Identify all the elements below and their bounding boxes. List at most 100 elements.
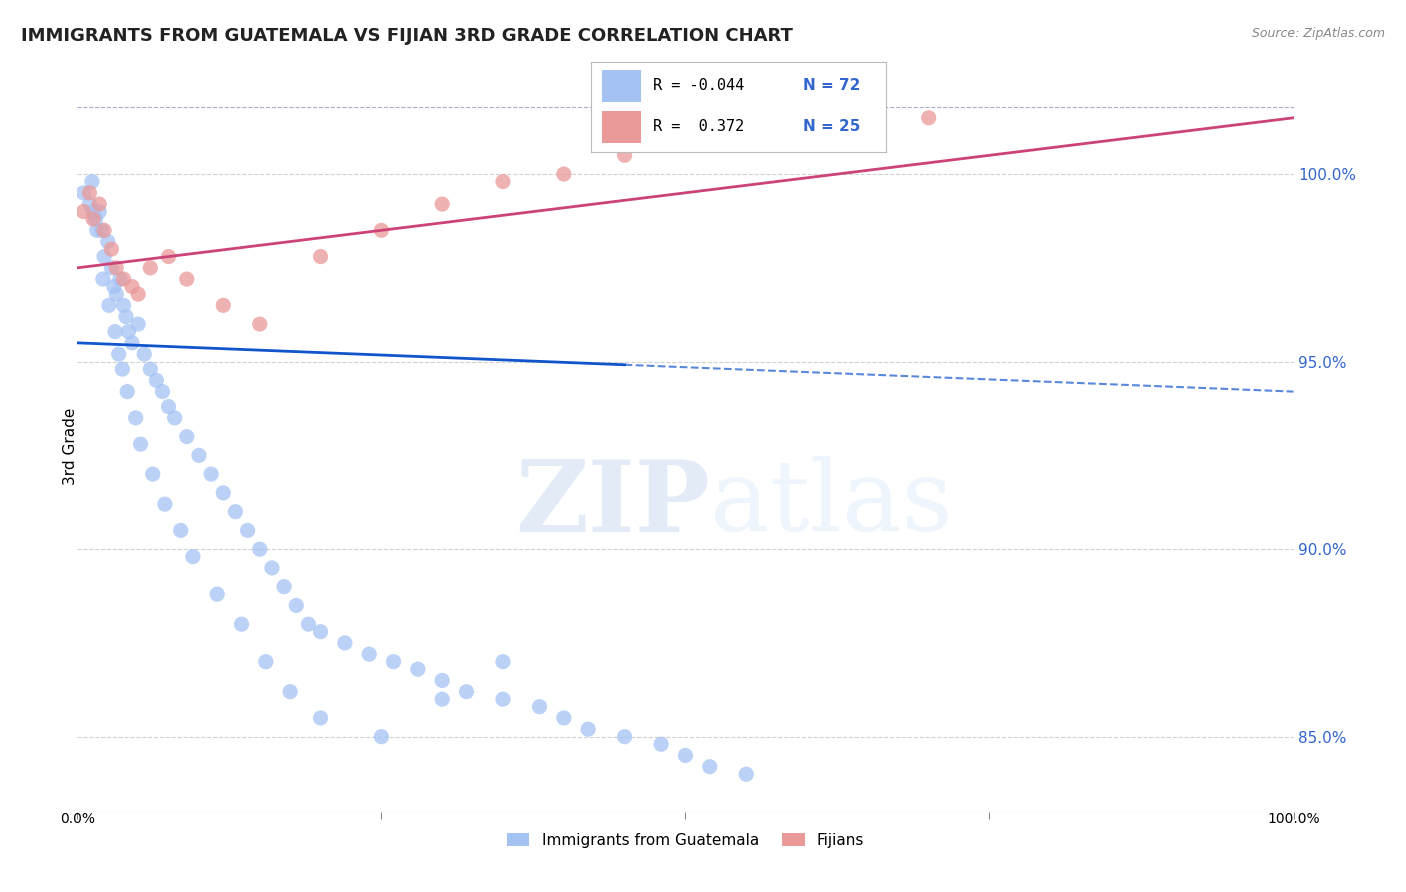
Point: [254, 655, 277, 669]
Point: [529, 699, 551, 714]
Point: [105, 287, 128, 301]
Point: [107, 347, 129, 361]
Point: [145, 373, 167, 387]
Point: [115, 384, 138, 399]
Legend: Immigrants from Guatemala, Fijians: Immigrants from Guatemala, Fijians: [499, 825, 872, 855]
Text: ZIP: ZIP: [515, 456, 710, 553]
Point: [309, 624, 332, 639]
Point: [121, 279, 143, 293]
Point: [735, 129, 758, 144]
Point: [382, 655, 405, 669]
Point: [72, 186, 94, 200]
Point: [163, 410, 186, 425]
Point: [100, 242, 122, 256]
Point: [93, 223, 115, 237]
Point: [127, 287, 149, 301]
Point: [212, 486, 235, 500]
Point: [309, 711, 332, 725]
Point: [139, 362, 162, 376]
Point: [93, 250, 115, 264]
Point: [157, 250, 180, 264]
Point: [82, 212, 104, 227]
Point: [285, 599, 308, 613]
Point: [309, 250, 332, 264]
Point: [675, 748, 697, 763]
Point: [236, 524, 259, 538]
Point: [104, 325, 127, 339]
Text: N = 72: N = 72: [803, 78, 860, 93]
Text: R = -0.044: R = -0.044: [652, 78, 744, 93]
Point: [918, 111, 941, 125]
Point: [650, 737, 672, 751]
Point: [176, 429, 198, 443]
Point: [181, 549, 204, 564]
Point: [273, 580, 295, 594]
Point: [72, 204, 94, 219]
Point: [492, 655, 515, 669]
Point: [249, 317, 271, 331]
Text: R =  0.372: R = 0.372: [652, 120, 744, 134]
Point: [176, 272, 198, 286]
Point: [613, 730, 636, 744]
Text: N = 25: N = 25: [803, 120, 860, 134]
Point: [127, 317, 149, 331]
Point: [91, 272, 114, 286]
Point: [231, 617, 253, 632]
Bar: [602, 70, 641, 102]
Point: [111, 362, 134, 376]
Point: [97, 235, 120, 249]
Point: [97, 298, 120, 312]
Point: [553, 711, 575, 725]
Text: atlas: atlas: [710, 457, 952, 552]
Text: IMMIGRANTS FROM GUATEMALA VS FIJIAN 3RD GRADE CORRELATION CHART: IMMIGRANTS FROM GUATEMALA VS FIJIAN 3RD …: [21, 27, 793, 45]
Point: [105, 260, 128, 275]
Point: [115, 310, 138, 324]
Point: [224, 505, 246, 519]
Point: [103, 279, 125, 293]
Point: [152, 384, 174, 399]
Point: [129, 437, 152, 451]
Point: [553, 167, 575, 181]
Bar: [602, 111, 641, 143]
Y-axis label: 3rd Grade: 3rd Grade: [63, 408, 77, 484]
Point: [613, 148, 636, 162]
Point: [492, 175, 515, 189]
Point: [200, 467, 222, 482]
Point: [139, 260, 162, 275]
Point: [134, 347, 156, 361]
Point: [89, 204, 111, 219]
Point: [456, 684, 478, 698]
Point: [100, 260, 122, 275]
Point: [117, 325, 139, 339]
Point: [80, 175, 103, 189]
Point: [121, 335, 143, 350]
Point: [157, 400, 180, 414]
Text: Source: ZipAtlas.com: Source: ZipAtlas.com: [1251, 27, 1385, 40]
Point: [249, 542, 271, 557]
Point: [153, 497, 176, 511]
Point: [278, 684, 301, 698]
Point: [675, 136, 697, 151]
Point: [430, 197, 453, 211]
Point: [576, 722, 599, 736]
Point: [205, 587, 228, 601]
Point: [297, 617, 319, 632]
Point: [212, 298, 235, 312]
Point: [188, 449, 211, 463]
Point: [492, 692, 515, 706]
Point: [79, 186, 101, 200]
Point: [260, 561, 283, 575]
Point: [108, 272, 131, 286]
Point: [79, 197, 101, 211]
Point: [84, 212, 107, 227]
Point: [406, 662, 429, 676]
Point: [370, 730, 392, 744]
Text: 0.0%: 0.0%: [60, 812, 94, 826]
Point: [359, 647, 381, 661]
Point: [142, 467, 165, 482]
Point: [699, 760, 721, 774]
Point: [112, 298, 135, 312]
Point: [370, 223, 392, 237]
Point: [430, 692, 453, 706]
Point: [82, 204, 104, 219]
